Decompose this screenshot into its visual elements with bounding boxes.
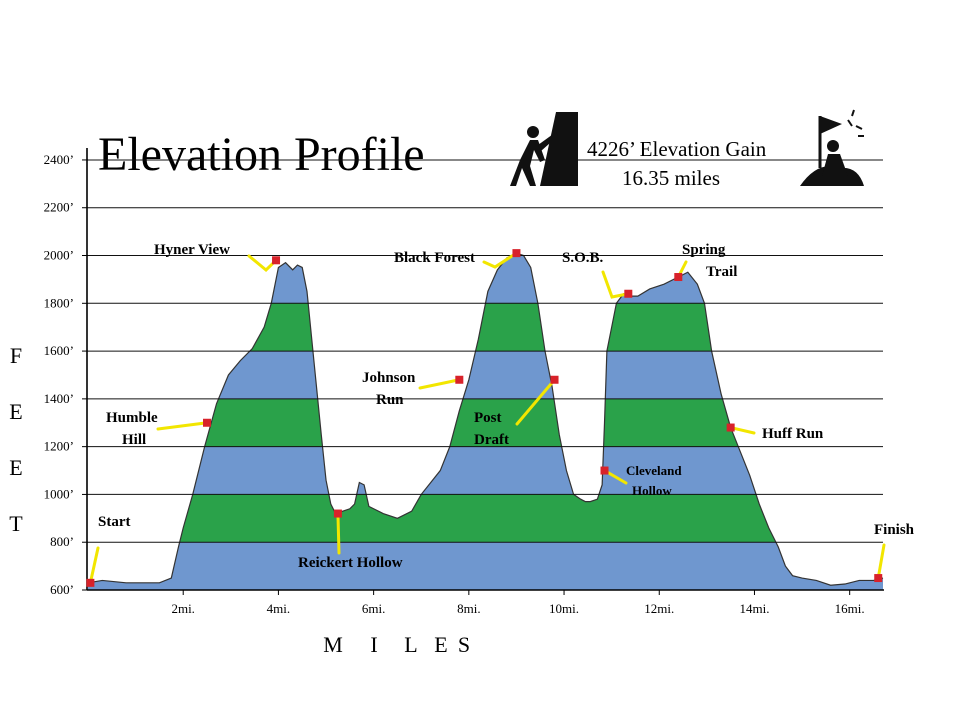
- landmark: Black Forest: [394, 249, 521, 269]
- landmark: Huff Run: [726, 423, 824, 442]
- landmark: Reickert Hollow: [298, 509, 403, 571]
- landmarks: Start Humble Hill Hyner View Reickert Hollow…: [86, 242, 915, 587]
- landmark-marker: [550, 375, 559, 384]
- y-axis-title-letter: E: [9, 399, 22, 424]
- chart-title: Elevation Profile: [98, 128, 425, 181]
- landmark-leader: [482, 251, 518, 269]
- summit-flag-icon: [800, 109, 864, 186]
- landmark-marker: [272, 256, 281, 265]
- landmark-label: Hyner View: [154, 242, 230, 258]
- x-axis-title-letter: L: [404, 632, 417, 657]
- y-tick-label: 1000’: [44, 486, 74, 501]
- landmark: S.O.B.: [562, 250, 633, 299]
- landmark-label: Draft: [474, 432, 509, 448]
- landmark-label: Post: [474, 410, 502, 426]
- y-tick-label: 1600’: [44, 343, 74, 358]
- y-tick-label: 1800’: [44, 295, 74, 310]
- x-tick-label: 8mi.: [457, 601, 480, 616]
- landmark-marker: [512, 249, 521, 258]
- y-tick-label: 2200’: [44, 200, 74, 215]
- landmark-marker: [726, 423, 735, 432]
- landmark-label: S.O.B.: [562, 250, 604, 266]
- elevation-band: [88, 542, 883, 590]
- elevation-gain-text: 4226’ Elevation Gain: [587, 137, 767, 161]
- y-tick-labels: 600’ 800’ 1000’ 1200’ 1400’ 1600’ 1800’ 2000’ 22…: [44, 152, 88, 597]
- landmark: Post Draft: [474, 375, 559, 448]
- y-axis-title-letter: T: [9, 511, 23, 536]
- landmark: Finish: [874, 522, 915, 583]
- y-tick-label: 1400’: [44, 391, 74, 406]
- landmark-label: Start: [98, 514, 131, 530]
- elevation-band: [88, 351, 883, 399]
- landmark-leader: [418, 378, 461, 390]
- landmark: Humble Hill: [106, 410, 212, 448]
- x-axis-title-letter: E: [434, 632, 447, 657]
- landmark-leader: [247, 254, 278, 273]
- x-tick-label: 10mi.: [549, 601, 579, 616]
- landmark-label: Humble: [106, 410, 158, 426]
- landmark-leader: [876, 543, 886, 580]
- landmark-label: Huff Run: [762, 426, 824, 442]
- landmark-leader: [88, 546, 100, 585]
- landmark-marker: [674, 273, 683, 282]
- landmark-leader: [156, 421, 209, 431]
- landmark-label: Cleveland: [626, 463, 682, 478]
- landmark-label: Spring: [682, 242, 726, 258]
- y-tick-label: 2400’: [44, 152, 74, 167]
- landmark-marker: [333, 509, 342, 518]
- gridlines: [88, 159, 883, 543]
- landmark-marker: [86, 578, 95, 587]
- y-tick-label: 2000’: [44, 248, 74, 263]
- elevation-bands: [88, 253, 883, 590]
- distance-text: 16.35 miles: [622, 166, 720, 190]
- landmark-label: Hill: [122, 432, 146, 448]
- x-axis-title-letter: M: [323, 632, 343, 657]
- x-tick-label: 2mi.: [171, 601, 194, 616]
- x-tick-labels: 2mi. 4mi. 6mi. 8mi. 10mi. 12mi. 14mi. 16mi.: [171, 590, 865, 616]
- landmark: Johnson Run: [362, 370, 464, 408]
- landmark-marker: [624, 289, 633, 298]
- landmark-label: Hollow: [632, 483, 672, 498]
- landmark-leader: [336, 512, 341, 555]
- y-tick-label: 1200’: [44, 439, 74, 454]
- landmark: Hyner View: [154, 242, 281, 273]
- x-axis-title-letter: S: [458, 632, 470, 657]
- landmark-marker: [203, 418, 212, 427]
- climber-icon: [510, 112, 578, 186]
- y-axis-title: F E E T: [9, 343, 23, 536]
- landmark: Cleveland Hollow: [600, 463, 682, 498]
- landmark-label: Trail: [706, 264, 737, 280]
- landmark: Spring Trail: [674, 242, 737, 282]
- landmark-marker: [455, 375, 464, 384]
- landmark-marker: [874, 574, 883, 583]
- landmark-leader: [515, 378, 557, 426]
- landmark-label: Run: [376, 392, 404, 408]
- y-tick-label: 600’: [50, 582, 74, 597]
- x-axis-title-letter: I: [370, 632, 377, 657]
- landmark-leader: [601, 270, 630, 299]
- y-axis-title-letter: F: [10, 343, 22, 368]
- x-tick-label: 12mi.: [644, 601, 674, 616]
- landmark-label: Finish: [874, 522, 915, 538]
- y-axis-title-letter: E: [9, 455, 22, 480]
- elevation-band: [88, 494, 883, 543]
- landmark-label: Black Forest: [394, 250, 475, 266]
- x-tick-label: 16mi.: [835, 601, 865, 616]
- x-tick-label: 6mi.: [362, 601, 385, 616]
- landmark-label: Reickert Hollow: [298, 555, 403, 571]
- x-tick-label: 4mi.: [267, 601, 290, 616]
- elevation-band: [88, 303, 883, 352]
- landmark-label: Johnson: [362, 370, 416, 386]
- elevation-band: [88, 446, 883, 495]
- landmark-marker: [600, 466, 609, 475]
- landmark: Start: [86, 514, 131, 587]
- y-tick-label: 800’: [50, 534, 74, 549]
- x-tick-label: 14mi.: [739, 601, 769, 616]
